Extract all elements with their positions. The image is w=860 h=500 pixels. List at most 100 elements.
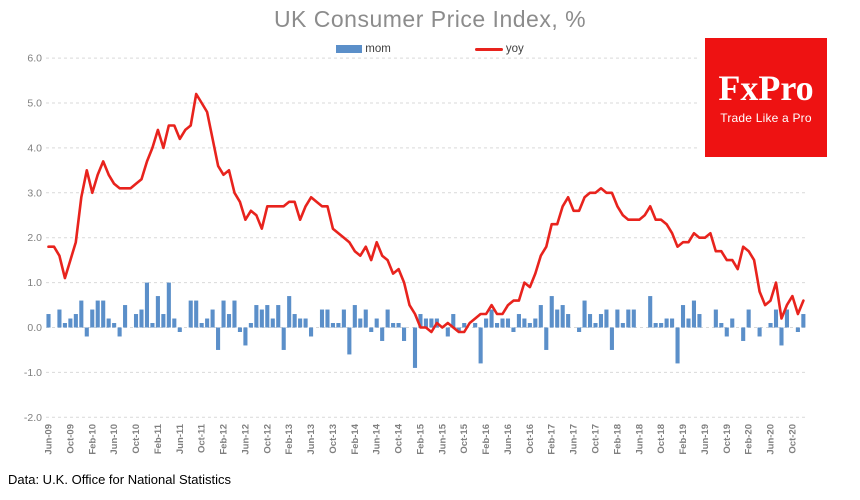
data-source-note: Data: U.K. Office for National Statistic…: [8, 472, 232, 487]
mom-bar: [369, 327, 374, 332]
mom-bar: [587, 314, 593, 328]
mom-bar: [298, 318, 303, 328]
mom-bar: [412, 327, 418, 368]
x-axis-tick-label: Oct-12: [262, 424, 273, 454]
mom-bar: [402, 327, 407, 341]
mom-bar: [697, 314, 702, 328]
mom-bar: [478, 327, 483, 364]
fxpro-logo-box: FxPro Trade Like a Pro: [705, 38, 827, 157]
mom-bar: [205, 318, 210, 328]
mom-bar: [46, 314, 51, 328]
mom-bar: [336, 323, 341, 328]
mom-bar: [188, 300, 193, 328]
mom-bar: [62, 323, 67, 328]
mom-bar: [631, 309, 636, 328]
y-axis-tick-label: 5.0: [27, 98, 42, 110]
mom-bar: [396, 323, 401, 328]
mom-bar: [309, 327, 314, 337]
y-axis-tick-label: 1.0: [27, 277, 42, 289]
legend-item-mom: mom: [336, 43, 391, 55]
mom-bar: [248, 323, 253, 328]
mom-bar: [522, 318, 527, 328]
x-axis-tick-label: Feb-18: [612, 424, 623, 455]
mom-bar: [533, 318, 538, 328]
mom-bar: [730, 318, 735, 328]
x-axis-tick-label: Oct-18: [656, 424, 667, 454]
mom-bar: [352, 305, 357, 328]
mom-bar: [341, 309, 346, 328]
x-axis-tick-label: Oct-14: [394, 423, 405, 453]
mom-bar: [489, 309, 494, 328]
mom-bar: [166, 282, 171, 328]
mom-bar: [254, 305, 259, 328]
yoy-line: [47, 92, 805, 334]
fxpro-logo-tagline: Trade Like a Pro: [720, 111, 812, 125]
mom-bar: [347, 327, 352, 355]
fxpro-logo: FxPro Trade Like a Pro: [698, 31, 834, 164]
mom-bar: [73, 314, 78, 328]
x-axis-tick-label: Jun-18: [634, 424, 645, 455]
y-axis-tick-label: -1.0: [24, 367, 42, 379]
mom-bar: [801, 314, 806, 328]
mom-bar: [84, 327, 89, 337]
x-axis-tick-label: Jun-12: [240, 424, 251, 455]
x-axis-tick-label: Oct-10: [131, 424, 142, 454]
mom-bar: [68, 318, 73, 328]
mom-bar: [691, 300, 697, 328]
mom-bar: [670, 318, 675, 328]
mom-bar: [57, 309, 62, 328]
x-axis-tick-label: Feb-14: [350, 423, 361, 454]
mom-bar: [155, 296, 160, 328]
mom-bar: [451, 314, 456, 328]
mom-bar: [598, 314, 604, 328]
mom-bar: [675, 327, 680, 364]
mom-bar: [79, 300, 84, 328]
mom-bar: [505, 318, 511, 328]
x-axis-tick-label: Feb-15: [415, 423, 426, 454]
x-axis-tick-label: Feb-13: [284, 424, 295, 455]
mom-bar: [319, 309, 325, 328]
mom-bar: [161, 314, 166, 328]
mom-bar: [265, 305, 270, 328]
mom-bar: [719, 323, 724, 328]
mom-bar: [243, 327, 248, 346]
mom-bar: [741, 327, 746, 341]
legend-label-mom: mom: [365, 43, 391, 55]
mom-bar: [210, 309, 215, 328]
mom-bar: [112, 323, 117, 328]
mom-bar: [216, 327, 221, 350]
x-axis-tick-label: Jun-16: [503, 424, 514, 455]
mom-bar: [615, 309, 620, 328]
mom-bar: [90, 309, 95, 328]
mom-bar: [95, 300, 100, 328]
x-axis-tick-label: Jun-10: [109, 424, 120, 455]
mom-bar: [555, 309, 560, 328]
mom-bar: [511, 327, 516, 332]
mom-bar: [577, 327, 582, 332]
x-axis-tick-label: Feb-20: [744, 424, 755, 455]
mom-bar: [199, 323, 204, 328]
x-axis-tick-label: Oct-09: [65, 424, 76, 454]
mom-bar: [795, 327, 800, 332]
y-axis-tick-label: 0.0: [27, 322, 42, 334]
mom-bar: [604, 309, 609, 328]
mom-bar: [276, 305, 281, 328]
mom-bar: [757, 327, 762, 337]
mom-bar: [544, 327, 549, 350]
mom-bar: [221, 300, 226, 328]
mom-bar: [177, 327, 182, 332]
mom-bar: [653, 323, 658, 328]
mom-bar: [418, 314, 423, 328]
x-axis-tick-label: Oct-16: [525, 424, 536, 454]
x-axis-tick-label: Feb-19: [678, 424, 689, 455]
x-axis-tick-label: Jun-14: [372, 423, 383, 454]
yoy-line-swatch-icon: [474, 47, 503, 51]
mom-bar: [237, 327, 242, 332]
mom-bar: [549, 296, 554, 328]
mom-bar: [626, 309, 631, 328]
x-axis-tick-label: Oct-20: [787, 424, 798, 454]
mom-bar: [686, 318, 691, 328]
mom-bar: [380, 327, 385, 341]
mom-bar: [462, 323, 467, 328]
